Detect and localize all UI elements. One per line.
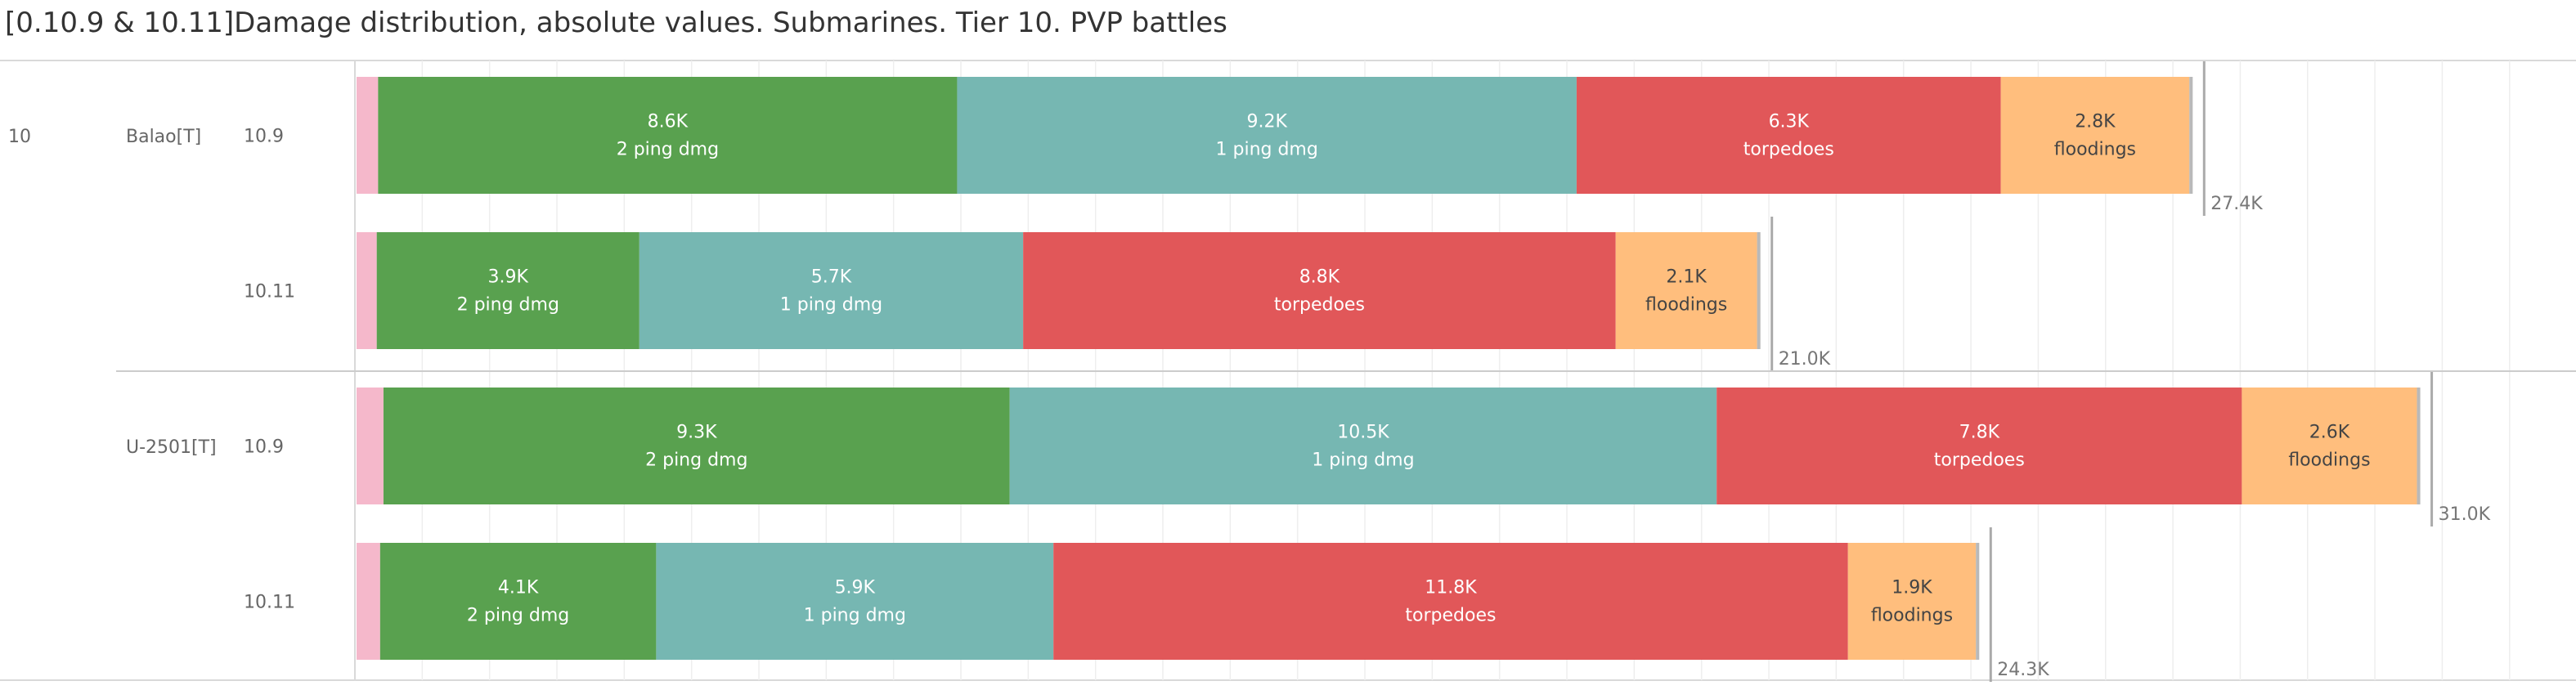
- segment-value-label: 9.2K: [1246, 112, 1287, 132]
- bar-segment-other: [357, 388, 384, 504]
- bar-segment-2-ping-dmg: [376, 232, 640, 349]
- bar-segment-floodings: [2242, 388, 2417, 504]
- version-label: 10.9: [244, 437, 284, 458]
- segment-category-label: 1 ping dmg: [780, 295, 882, 316]
- total-label: 21.0K: [1779, 349, 1831, 370]
- total-label: 31.0K: [2439, 504, 2491, 525]
- segment-category-label: 2 ping dmg: [617, 140, 719, 160]
- bar-segment-floodings: [1847, 543, 1977, 660]
- segment-category-label: floodings: [1645, 295, 1727, 316]
- bar-segment-1-ping-dmg: [957, 77, 1577, 194]
- bar-segment-2-ping-dmg: [378, 77, 958, 194]
- segment-category-label: floodings: [1871, 606, 1953, 626]
- segment-value-label: 2.6K: [2309, 423, 2350, 443]
- bar-segment-1-ping-dmg: [656, 543, 1054, 660]
- bar-segment-1-ping-dmg: [1009, 388, 1717, 504]
- segment-category-label: 1 ping dmg: [1312, 450, 1414, 471]
- bar-segment-1-ping-dmg: [639, 232, 1024, 349]
- segment-value-label: 7.8K: [1959, 423, 2000, 443]
- segment-category-label: torpedoes: [1405, 606, 1496, 626]
- bar-segment-other: [357, 77, 379, 194]
- bar-segment-torpedoes: [1023, 232, 1616, 349]
- total-label: 27.4K: [2210, 194, 2263, 214]
- segment-category-label: floodings: [2288, 450, 2370, 471]
- total-label: 24.3K: [1997, 660, 2049, 680]
- segment-value-label: 11.8K: [1425, 578, 1477, 598]
- segment-category-label: torpedoes: [1274, 295, 1365, 316]
- segment-value-label: 9.3K: [676, 423, 717, 443]
- segment-value-label: 8.8K: [1299, 267, 1340, 288]
- segment-value-label: 1.9K: [1892, 578, 1932, 598]
- segment-category-label: 2 ping dmg: [467, 606, 569, 626]
- bar-segment-floodings: [2000, 77, 2190, 194]
- segment-value-label: 3.9K: [488, 267, 529, 288]
- segment-value-label: 6.3K: [1769, 112, 1810, 132]
- segment-value-label: 2.1K: [1666, 267, 1707, 288]
- segment-category-label: torpedoes: [1934, 450, 2025, 471]
- segment-category-label: torpedoes: [1744, 140, 1834, 160]
- version-label: 10.9: [244, 127, 284, 147]
- ship-name-label: Balao[T]: [126, 127, 201, 147]
- bar-segment-other: [357, 543, 380, 660]
- segment-value-label: 5.9K: [835, 578, 876, 598]
- ship-name-label: U-2501[T]: [126, 437, 217, 458]
- bar-segment-floodings: [1615, 232, 1757, 349]
- segment-category-label: 1 ping dmg: [1216, 140, 1318, 160]
- bar-segment-other: [357, 232, 377, 349]
- tier-label: 10: [8, 127, 31, 147]
- bar-segment-torpedoes: [1053, 543, 1848, 660]
- segment-value-label: 5.7K: [811, 267, 852, 288]
- bar-segment-other_small: [2417, 388, 2421, 504]
- segment-category-label: 1 ping dmg: [804, 606, 906, 626]
- version-label: 10.11: [244, 282, 295, 302]
- segment-value-label: 2.8K: [2075, 112, 2116, 132]
- segment-value-label: 8.6K: [648, 112, 689, 132]
- bar-segment-torpedoes: [1576, 77, 2001, 194]
- segment-category-label: floodings: [2054, 140, 2136, 160]
- bar-segment-2-ping-dmg: [383, 388, 1010, 504]
- segment-category-label: 2 ping dmg: [645, 450, 747, 471]
- bar-segment-other_small: [1757, 232, 1761, 349]
- version-label: 10.11: [244, 593, 295, 613]
- segment-category-label: 2 ping dmg: [457, 295, 559, 316]
- bar-segment-2-ping-dmg: [379, 543, 657, 660]
- bar-segment-other_small: [2189, 77, 2193, 194]
- segment-value-label: 10.5K: [1337, 423, 1389, 443]
- bar-segment-other_small: [1976, 543, 1980, 660]
- bar-segment-torpedoes: [1717, 388, 2242, 504]
- segment-value-label: 4.1K: [498, 578, 539, 598]
- chart-title: [0.10.9 & 10.11]Damage distribution, abs…: [5, 7, 1227, 39]
